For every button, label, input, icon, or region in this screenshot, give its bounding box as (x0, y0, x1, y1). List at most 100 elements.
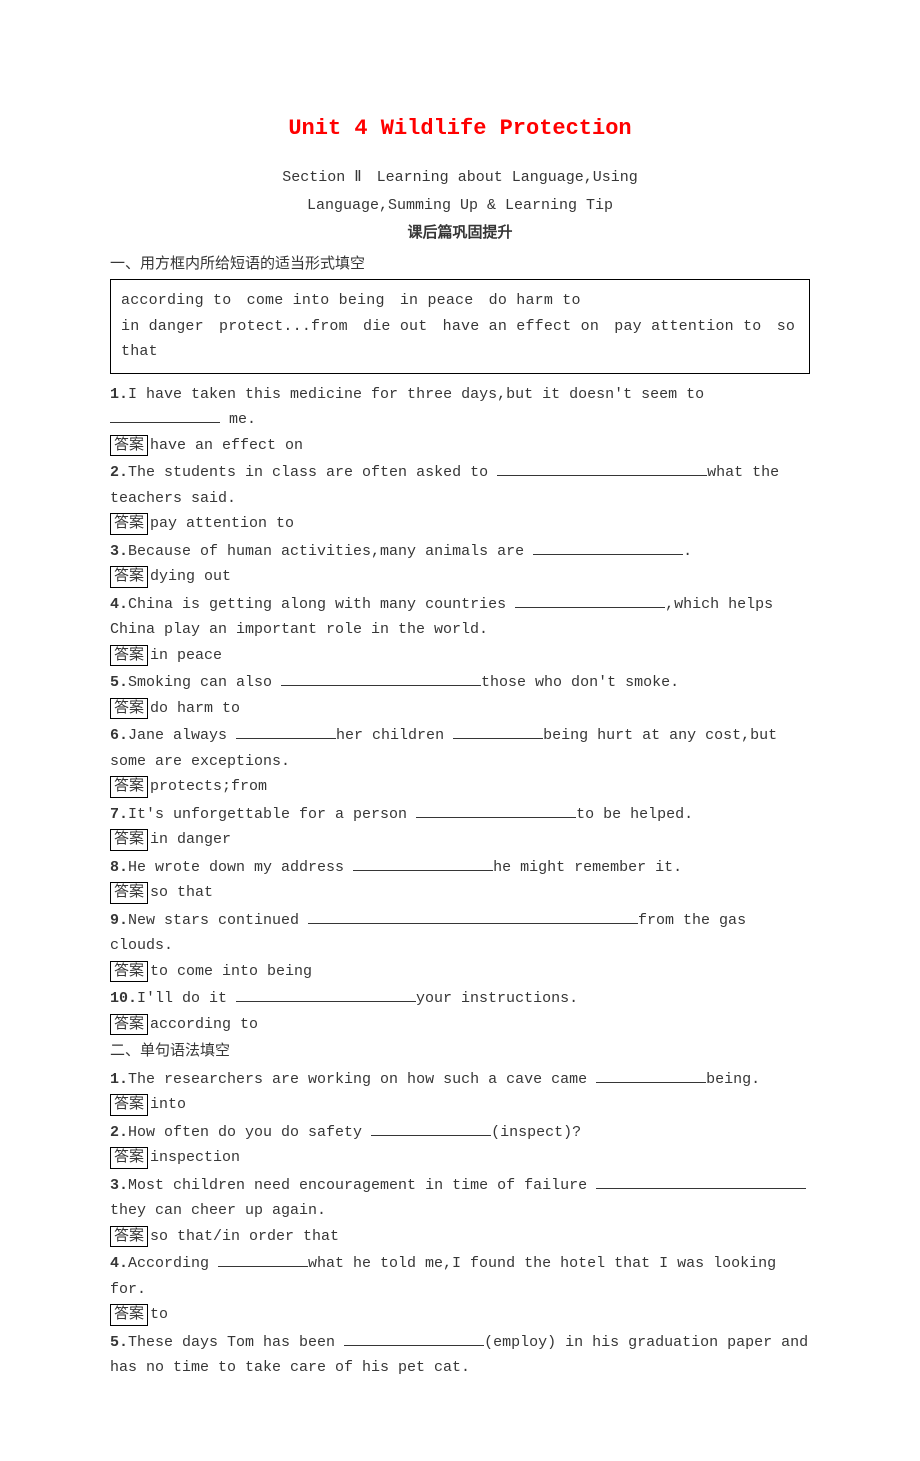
s1-q3: 3.Because of human activities,many anima… (110, 539, 810, 565)
answer-label: 答案 (110, 435, 148, 457)
subtitle-line1: Section Ⅱ Learning about Language,Using (110, 165, 810, 191)
q-text: (inspect)? (491, 1124, 581, 1141)
answer-text: into (150, 1092, 186, 1118)
s2-q4: 4.According what he told me,I found the … (110, 1251, 810, 1302)
s2-a3: 答案 so that/in order that (110, 1224, 810, 1250)
answer-label: 答案 (110, 882, 148, 904)
answer-text: so that (150, 880, 213, 906)
answer-label: 答案 (110, 698, 148, 720)
unit-title: Unit 4 Wildlife Protection (110, 110, 810, 147)
q-text: being. (706, 1071, 760, 1088)
q-number: 3. (110, 543, 128, 560)
answer-label: 答案 (110, 1014, 148, 1036)
q-number: 6. (110, 727, 128, 744)
q-number: 1. (110, 386, 128, 403)
q-number: 5. (110, 674, 128, 691)
blank (110, 407, 220, 423)
q-text: I have taken this medicine for three day… (128, 386, 704, 403)
q-text: How often do you do safety (128, 1124, 371, 1141)
q-text: According (128, 1255, 218, 1272)
q-number: 2. (110, 1124, 128, 1141)
q-number: 9. (110, 912, 128, 929)
q-text: me. (220, 411, 256, 428)
q-text: her children (336, 727, 453, 744)
s1-a6: 答案 protects;from (110, 774, 810, 800)
blank (453, 723, 543, 739)
s1-a8: 答案 so that (110, 880, 810, 906)
q-text: Because of human activities,many animals… (128, 543, 533, 560)
phrase-box-line1: according to come into being in peace do… (121, 288, 799, 314)
s2-q5: 5.These days Tom has been (employ) in hi… (110, 1330, 810, 1381)
s1-q5: 5.Smoking can also those who don't smoke… (110, 670, 810, 696)
s2-a2: 答案 inspection (110, 1145, 810, 1171)
answer-label: 答案 (110, 1304, 148, 1326)
s1-q7: 7.It's unforgettable for a person to be … (110, 802, 810, 828)
q-number: 10. (110, 990, 137, 1007)
s2-a1: 答案 into (110, 1092, 810, 1118)
s1-a7: 答案 in danger (110, 827, 810, 853)
subtitle-line3: 课后篇巩固提升 (110, 220, 810, 246)
answer-text: in peace (150, 643, 222, 669)
q-text: The students in class are often asked to (128, 464, 497, 481)
answer-text: dying out (150, 564, 231, 590)
s1-a2: 答案 pay attention to (110, 511, 810, 537)
q-text: they can cheer up again. (110, 1202, 326, 1219)
answer-text: have an effect on (150, 433, 303, 459)
q-number: 4. (110, 596, 128, 613)
answer-text: in danger (150, 827, 231, 853)
blank (218, 1251, 308, 1267)
answer-text: so that/in order that (150, 1224, 339, 1250)
q-text: your instructions. (416, 990, 578, 1007)
blank (281, 670, 481, 686)
blank (344, 1330, 484, 1346)
answer-text: according to (150, 1012, 258, 1038)
phrase-box-line2: in danger protect...from die out have an… (121, 314, 799, 365)
q-number: 4. (110, 1255, 128, 1272)
phrase-box: according to come into being in peace do… (110, 279, 810, 374)
blank (515, 592, 665, 608)
blank (596, 1173, 806, 1189)
q-text: The researchers are working on how such … (128, 1071, 596, 1088)
blank (308, 908, 638, 924)
q-text: It's unforgettable for a person (128, 806, 416, 823)
q-text: those who don't smoke. (481, 674, 679, 691)
blank (596, 1067, 706, 1083)
q-text: These days Tom has been (128, 1334, 344, 1351)
q-text: Smoking can also (128, 674, 281, 691)
q-number: 3. (110, 1177, 128, 1194)
subtitle-line2: Language,Summing Up & Learning Tip (110, 193, 810, 219)
s1-q6: 6.Jane always her children being hurt at… (110, 723, 810, 774)
blank (236, 723, 336, 739)
q-number: 7. (110, 806, 128, 823)
s1-a3: 答案 dying out (110, 564, 810, 590)
q-text: he might remember it. (493, 859, 682, 876)
q-text: New stars continued (128, 912, 308, 929)
s2-q2: 2.How often do you do safety (inspect)? (110, 1120, 810, 1146)
answer-text: protects;from (150, 774, 267, 800)
s1-a5: 答案 do harm to (110, 696, 810, 722)
q-text: He wrote down my address (128, 859, 353, 876)
blank (353, 855, 493, 871)
q-number: 5. (110, 1334, 128, 1351)
blank (236, 986, 416, 1002)
s1-q9: 9.New stars continued from the gas cloud… (110, 908, 810, 959)
answer-text: pay attention to (150, 511, 294, 537)
q-number: 8. (110, 859, 128, 876)
answer-text: inspection (150, 1145, 240, 1171)
blank (416, 802, 576, 818)
s1-a1: 答案 have an effect on (110, 433, 810, 459)
answer-label: 答案 (110, 1147, 148, 1169)
s1-a4: 答案 in peace (110, 643, 810, 669)
q-number: 1. (110, 1071, 128, 1088)
answer-label: 答案 (110, 829, 148, 851)
q-text: Most children need encouragement in time… (128, 1177, 596, 1194)
q-text: to be helped. (576, 806, 693, 823)
s1-q4: 4.China is getting along with many count… (110, 592, 810, 643)
answer-text: to come into being (150, 959, 312, 985)
section2-heading: 二、单句语法填空 (110, 1039, 810, 1065)
q-number: 2. (110, 464, 128, 481)
q-text: China is getting along with many countri… (128, 596, 515, 613)
blank (497, 460, 707, 476)
s1-q8: 8.He wrote down my address he might reme… (110, 855, 810, 881)
answer-label: 答案 (110, 513, 148, 535)
